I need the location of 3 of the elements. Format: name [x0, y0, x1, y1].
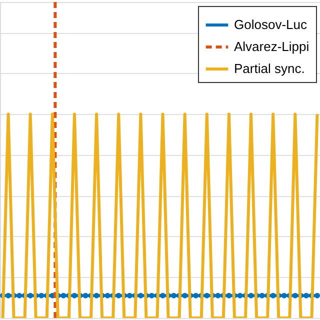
legend-label: Golosov-Luc [234, 17, 308, 32]
legend-label: Alvarez-Lippi [234, 39, 310, 54]
legend-label: Partial sync. [234, 61, 305, 76]
